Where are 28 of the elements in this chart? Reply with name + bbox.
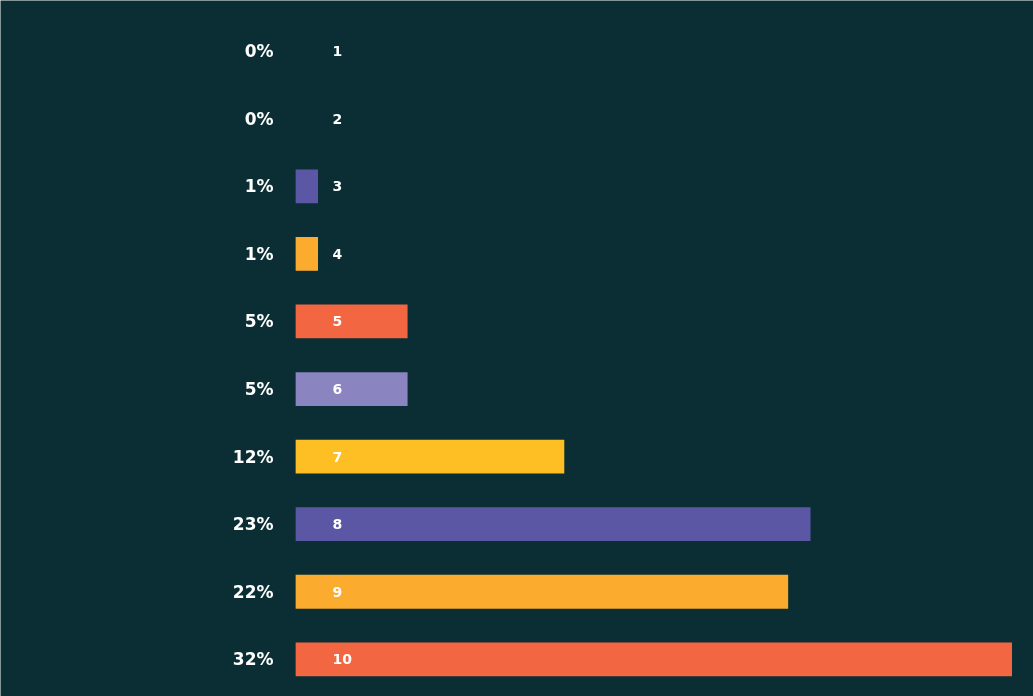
data-label: 5% xyxy=(244,311,274,332)
y-tick-label: 1 xyxy=(332,43,343,60)
bar xyxy=(295,372,408,406)
data-label: 12% xyxy=(232,446,274,467)
y-tick-label: 8 xyxy=(332,516,343,533)
bar xyxy=(295,237,319,271)
data-label: 0% xyxy=(244,108,274,129)
data-label: 1% xyxy=(244,176,274,197)
data-label: 5% xyxy=(244,379,274,400)
data-label: 22% xyxy=(232,581,274,602)
y-tick-label: 4 xyxy=(332,245,343,262)
y-tick-label: 9 xyxy=(332,583,343,600)
data-label: 1% xyxy=(244,243,274,264)
data-label: 23% xyxy=(232,514,274,535)
y-tick-label: 6 xyxy=(332,381,343,398)
y-tick-label: 10 xyxy=(332,651,353,668)
data-label: 32% xyxy=(232,649,274,670)
bar xyxy=(295,304,408,339)
bar xyxy=(295,574,789,609)
data-label: 0% xyxy=(244,41,274,62)
y-tick-label: 2 xyxy=(332,110,343,127)
y-tick-label: 5 xyxy=(332,313,343,330)
y-tick-label: 7 xyxy=(332,448,343,465)
bar xyxy=(295,169,319,204)
y-tick-label: 3 xyxy=(332,178,343,195)
bar xyxy=(295,642,1013,677)
bar xyxy=(295,507,811,542)
bar xyxy=(295,439,565,474)
